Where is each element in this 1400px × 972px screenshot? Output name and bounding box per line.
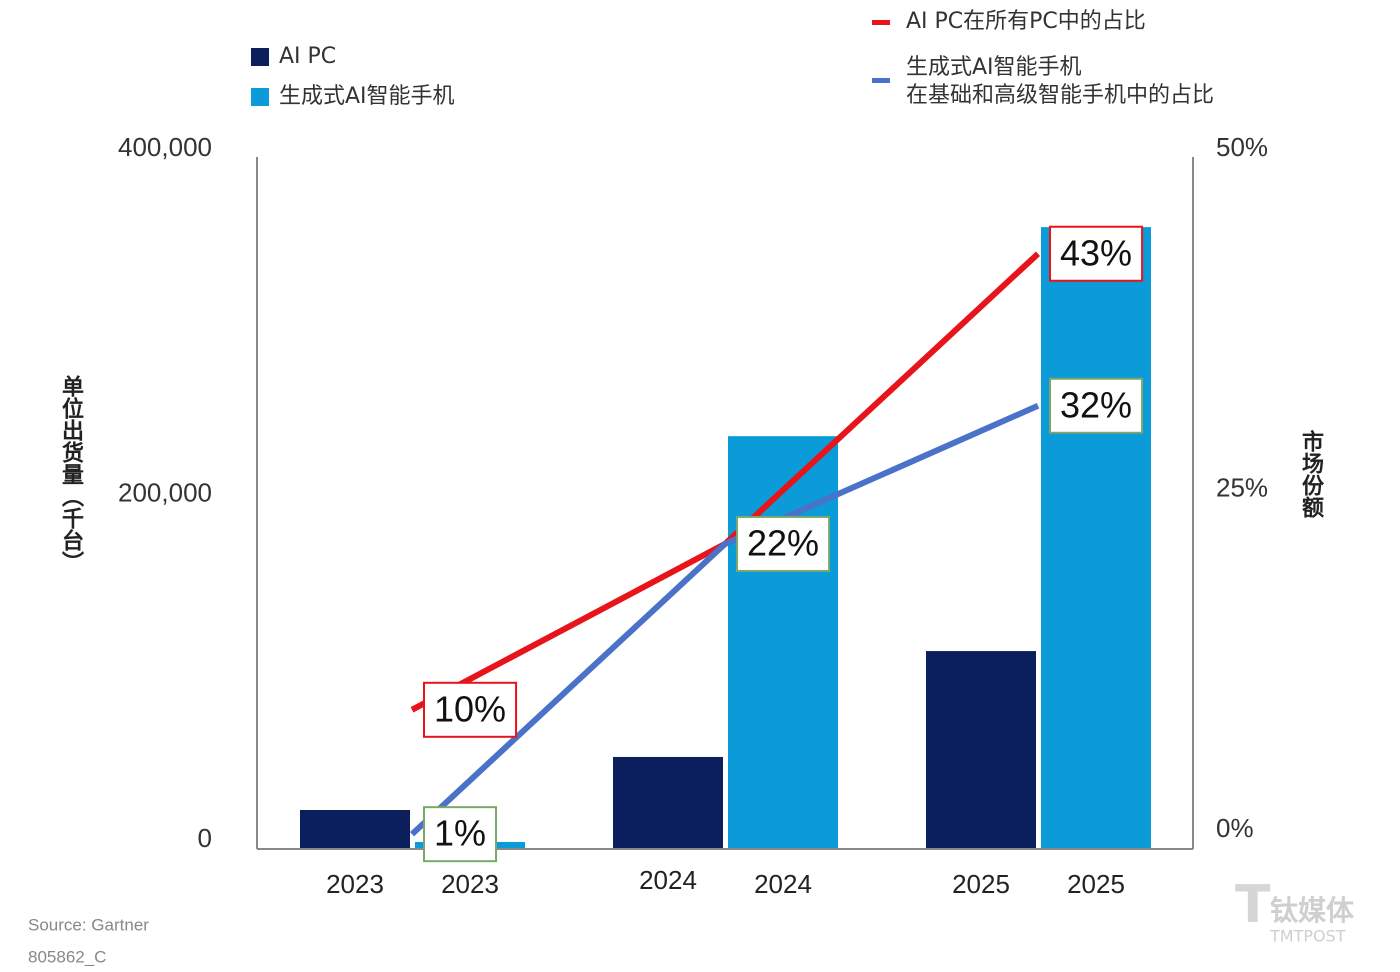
legend-swatch [872,20,890,25]
x-tick-label: 2023 [326,869,384,899]
data-label-box [736,515,831,572]
bar [300,809,410,848]
bar [926,651,1036,848]
y-tick-label: 400,000 [118,132,212,162]
legend-swatch [251,48,269,66]
y2-tick-label: 50% [1216,132,1268,162]
y2-tick-label: 25% [1216,472,1268,502]
legend-swatch [872,78,890,83]
legend-swatch [251,88,269,106]
data-label: 10% [434,688,506,729]
data-label-box [1049,377,1144,434]
watermark-icon: T [1235,875,1271,935]
x-tick-label: 2025 [1067,869,1125,899]
y2-axis-title: 市场份额 [1298,429,1324,518]
line [410,251,1041,713]
legend-label: AI PC在所有PC中的占比 [906,9,1146,34]
data-label-box [423,681,518,738]
data-label-box [423,806,498,863]
legend-label: 生成式AI智能手机在基础和高级智能手机中的占比 [906,55,1214,108]
watermark: 钛媒体 [1270,894,1355,927]
bar [613,756,723,848]
legend-label: 生成式AI智能手机 [279,84,455,109]
watermark-sub: TMTPOST [1269,927,1346,946]
bar [728,436,838,848]
y-tick-label: 0 [198,823,212,853]
data-label: 32% [1060,384,1132,425]
legend-label: AI PC [279,44,336,69]
bar [1041,227,1151,849]
x-tick-label: 2024 [639,865,697,895]
y-axis-title: 单位出货量（千台） [58,375,84,573]
data-label: 43% [1060,232,1132,273]
code: 805862_C [28,947,106,966]
data-label: 1% [434,813,486,854]
x-tick-label: 2023 [441,869,499,899]
y2-tick-label: 0% [1216,813,1254,843]
data-label: 22% [747,522,819,563]
y-tick-label: 200,000 [118,477,212,507]
data-label-box [1049,225,1144,282]
x-tick-label: 2025 [952,869,1010,899]
x-tick-label: 2024 [754,869,812,899]
source: Source: Gartner [28,915,149,934]
